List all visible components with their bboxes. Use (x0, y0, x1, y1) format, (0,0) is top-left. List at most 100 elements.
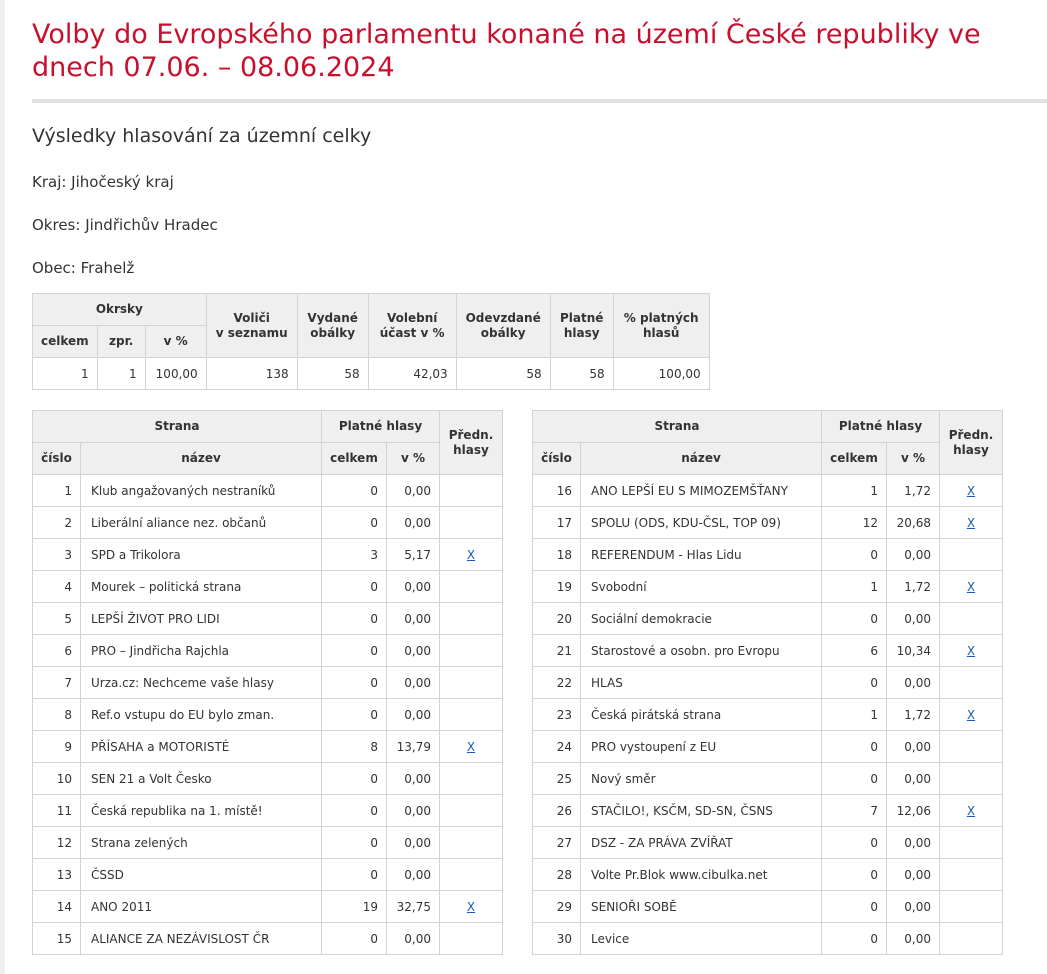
preferential-votes-cell: X (939, 506, 1003, 539)
party-number: 13 (32, 858, 81, 891)
party-row: 25 Nový směr 0 0,00 (532, 762, 1003, 795)
summary-row: 1 1 100,00 138 58 42,03 58 58 100,00 (32, 357, 710, 390)
party-row: 22 HLAS 0 0,00 (532, 666, 1003, 699)
party-number: 21 (532, 634, 581, 667)
party-pct: 0,00 (886, 890, 940, 923)
preferential-votes-link[interactable]: X (466, 547, 476, 562)
preferential-votes-link[interactable]: X (466, 899, 476, 914)
party-name: Liberální aliance nez. občanů (80, 506, 322, 539)
party-pct: 0,00 (386, 474, 440, 507)
preferential-votes-link[interactable]: X (966, 803, 976, 818)
header-nazev: název (80, 442, 322, 475)
party-votes: 1 (821, 474, 887, 507)
party-votes: 0 (321, 570, 387, 603)
party-pct: 13,79 (386, 730, 440, 763)
party-votes: 0 (321, 826, 387, 859)
preferential-votes-cell: X (939, 794, 1003, 827)
preferential-votes-cell (439, 634, 503, 667)
header-cislo: číslo (532, 442, 581, 475)
okrsky-pct: 100,00 (144, 357, 207, 390)
party-votes: 19 (321, 890, 387, 923)
party-number: 17 (532, 506, 581, 539)
party-number: 15 (32, 922, 81, 955)
preferential-votes-link[interactable]: X (966, 579, 976, 594)
party-row: 9 PŘÍSAHA a MOTORISTÉ 8 13,79 X (32, 730, 503, 763)
party-row: 11 Česká republika na 1. místě! 0 0,00 (32, 794, 503, 827)
party-name: REFERENDUM - Hlas Lidu (580, 538, 822, 571)
municipality-label: Obec: Frahelž (32, 259, 135, 277)
party-name: Starostové a osobn. pro Evropu (580, 634, 822, 667)
preferential-votes-link[interactable]: X (466, 739, 476, 754)
page-title: Volby do Evropského parlamentu konané na… (32, 19, 981, 83)
party-pct: 0,00 (886, 922, 940, 955)
party-pct: 0,00 (386, 762, 440, 795)
preferential-votes-link[interactable]: X (966, 643, 976, 658)
preferential-votes-link[interactable]: X (966, 483, 976, 498)
party-row: 10 SEN 21 a Volt Česko 0 0,00 (32, 762, 503, 795)
party-table-left: Strana Platné hlasy Předn. hlasy číslo ná… (32, 410, 503, 955)
party-name: PRO – Jindřicha Rajchla (80, 634, 322, 667)
party-number: 19 (532, 570, 581, 603)
party-votes: 0 (321, 474, 387, 507)
party-votes: 12 (821, 506, 887, 539)
party-votes: 0 (821, 538, 887, 571)
party-pct: 0,00 (886, 762, 940, 795)
party-row: 14 ANO 2011 19 32,75 X (32, 890, 503, 923)
header-platne: Platné hlasy (549, 293, 614, 358)
party-pct: 1,72 (886, 698, 940, 731)
party-votes: 0 (321, 634, 387, 667)
party-row: 3 SPD a Trikolora 3 5,17 X (32, 538, 503, 571)
party-pct: 1,72 (886, 474, 940, 507)
party-pct: 0,00 (386, 826, 440, 859)
platne-hlasy: 58 (549, 357, 614, 390)
party-pct: 0,00 (386, 922, 440, 955)
party-name: Mourek – politická strana (80, 570, 322, 603)
party-pct: 1,72 (886, 570, 940, 603)
header-ucast: Volební účast v % (367, 293, 457, 358)
header-predn-hlasy: Předn. hlasy (939, 410, 1003, 475)
party-pct: 0,00 (386, 858, 440, 891)
preferential-votes-cell (939, 538, 1003, 571)
party-row: 23 Česká pirátská strana 1 1,72 X (532, 698, 1003, 731)
header-celkem: celkem (821, 442, 887, 475)
party-votes: 0 (321, 506, 387, 539)
header-zpr: zpr. (96, 325, 146, 358)
preferential-votes-cell (439, 698, 503, 731)
party-name: Ref.o vstupu do EU bylo zman. (80, 698, 322, 731)
preferential-votes-cell (939, 602, 1003, 635)
volici: 138 (205, 357, 298, 390)
party-number: 3 (32, 538, 81, 571)
party-number: 5 (32, 602, 81, 635)
party-name: ANO 2011 (80, 890, 322, 923)
party-votes: 7 (821, 794, 887, 827)
summary-table: Okrsky Voliči v seznamu Vydané obálky Vole… (32, 293, 710, 390)
party-number: 6 (32, 634, 81, 667)
preferential-votes-link[interactable]: X (966, 707, 976, 722)
party-row: 6 PRO – Jindřicha Rajchla 0 0,00 (32, 634, 503, 667)
party-pct: 0,00 (386, 506, 440, 539)
party-name: ČSSD (80, 858, 322, 891)
party-number: 25 (532, 762, 581, 795)
party-number: 10 (32, 762, 81, 795)
preferential-votes-cell (939, 922, 1003, 955)
party-pct: 0,00 (886, 666, 940, 699)
preferential-votes-cell (939, 762, 1003, 795)
party-row: 7 Urza.cz: Nechceme vaše hlasy 0 0,00 (32, 666, 503, 699)
header-pct-platnych: % platných hlasů (612, 293, 710, 358)
party-name: SEN 21 a Volt Česko (80, 762, 322, 795)
party-row: 4 Mourek – politická strana 0 0,00 (32, 570, 503, 603)
party-row: 20 Sociální demokracie 0 0,00 (532, 602, 1003, 635)
preferential-votes-cell (439, 474, 503, 507)
party-number: 16 (532, 474, 581, 507)
okrsky-celkem: 1 (32, 357, 98, 390)
party-name: ANO LEPŠÍ EU S MIMOZEMŠŤANY (580, 474, 822, 507)
party-row: 13 ČSSD 0 0,00 (32, 858, 503, 891)
party-name: HLAS (580, 666, 822, 699)
header-v-pct: v % (886, 442, 940, 475)
party-number: 29 (532, 890, 581, 923)
party-name: PRO vystoupení z EU (580, 730, 822, 763)
party-number: 18 (532, 538, 581, 571)
preferential-votes-link[interactable]: X (966, 515, 976, 530)
party-votes: 0 (321, 762, 387, 795)
preferential-votes-cell: X (439, 890, 503, 923)
